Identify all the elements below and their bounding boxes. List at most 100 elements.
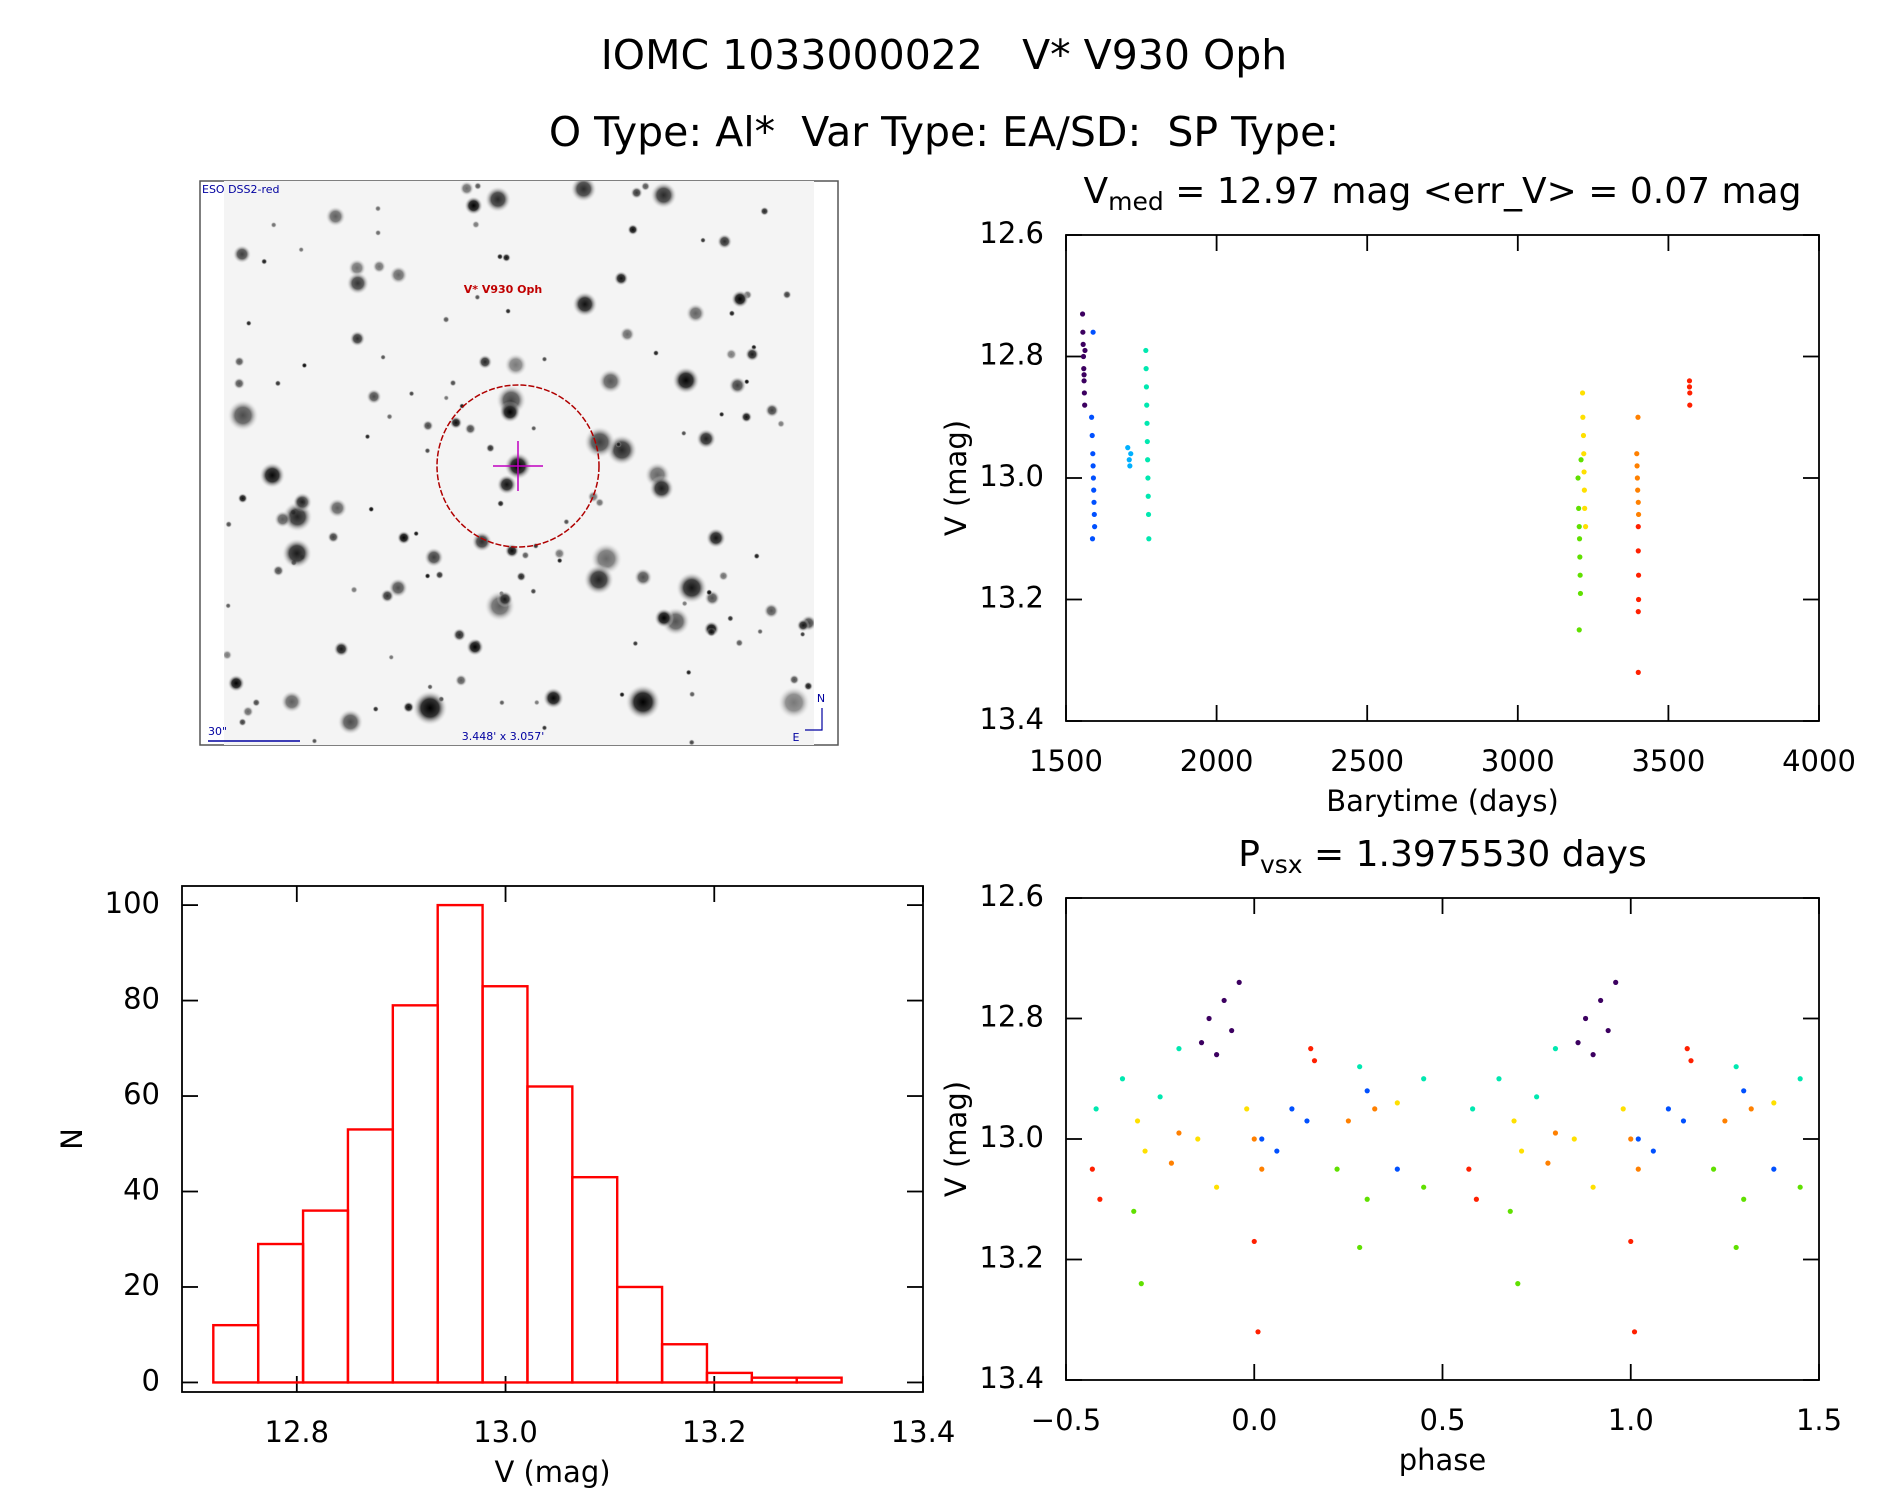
x-axis-label: Barytime (days) [1326,784,1559,818]
y-tick-label: 12.8 [979,338,1044,372]
star [776,419,786,428]
star [364,433,371,440]
data-point [1733,1064,1739,1070]
histogram-bar [795,1376,843,1384]
compass [805,708,823,731]
data-point [1251,1136,1257,1142]
data-point [1364,1088,1370,1094]
star [452,628,467,642]
star [504,308,512,315]
star [521,551,530,560]
x-tick-label: 13.0 [473,1415,538,1449]
axes-frame [181,885,924,1393]
histogram-bar [660,1343,709,1384]
star [532,542,540,550]
star [594,497,605,508]
data-point [1195,1136,1201,1142]
star [496,590,514,608]
x-axis-label: V (mag) [494,1455,610,1489]
title-subscript: med [1108,187,1164,216]
star [374,229,382,237]
star [627,224,639,236]
histogram-bar [256,1242,305,1384]
aperture-circle [436,384,600,548]
star [572,291,598,318]
star [242,705,254,718]
data-point [1090,329,1096,335]
data-point [1168,1160,1175,1166]
data-point [1628,1238,1634,1245]
x-tick-label: 0.0 [1231,1403,1277,1437]
data-point [1089,1166,1095,1172]
star [650,181,678,209]
star [337,708,364,736]
data-point [1545,1160,1551,1166]
title-rest: = 1.3975530 days [1303,834,1647,875]
east-label: E [793,731,800,744]
data-point [1394,1166,1400,1172]
y-tick-label: 0 [142,1363,160,1397]
star [260,258,268,265]
data-point [1635,487,1641,493]
data-point [1741,1196,1747,1202]
star [227,674,245,693]
y-axis-label: V (mag) [939,1081,973,1197]
data-point [1143,347,1149,354]
data-point [1577,572,1583,578]
histogram-bar [346,1128,395,1384]
star [301,362,308,369]
star [396,530,411,545]
star [238,717,247,727]
star [233,377,246,390]
data-point [1214,1184,1220,1190]
star [368,506,375,513]
data-point [1082,402,1088,408]
star [583,425,616,459]
data-point [1357,1064,1363,1070]
star [504,353,528,377]
data-point [1507,1208,1513,1214]
data-point [1128,451,1134,457]
data-point [1198,1040,1205,1046]
data-point [1771,1100,1777,1106]
star [386,413,393,420]
data-point [1334,1166,1340,1172]
data-point [1081,378,1087,384]
y-tick-label: 13.4 [979,702,1044,736]
data-point [1143,366,1149,372]
x-tick-label: 13.2 [682,1415,747,1449]
star [728,376,747,395]
data-point [1119,1076,1126,1082]
data-point [1470,1106,1476,1112]
star [763,602,780,619]
star [496,253,504,260]
star [237,493,248,504]
data-point [1605,1027,1611,1034]
data-point [1466,1166,1472,1172]
histogram-bar [526,1085,574,1384]
data-point [1080,329,1086,335]
data-point [1579,390,1586,396]
star [563,518,570,526]
data-point [1590,1184,1596,1190]
header-line2: O Type: Al* Var Type: EA/SD: SP Type: [549,108,1339,156]
chart-title: Pvsx = 1.3975530 days [1238,834,1647,879]
data-point [1255,1329,1261,1335]
x-tick-label: 1500 [1029,744,1103,778]
star [731,290,749,308]
data-point [1145,511,1152,518]
data-point [1613,979,1619,985]
data-point [1687,390,1693,396]
data-point [1145,475,1151,481]
data-point [1090,451,1096,457]
star [597,368,624,394]
title-main: P [1238,834,1260,875]
star [449,416,463,430]
data-point [1496,1076,1502,1082]
star [756,628,764,635]
star [625,684,661,720]
star [327,531,340,544]
data-point [1091,499,1097,505]
star [292,492,313,512]
data-point [1581,469,1587,475]
